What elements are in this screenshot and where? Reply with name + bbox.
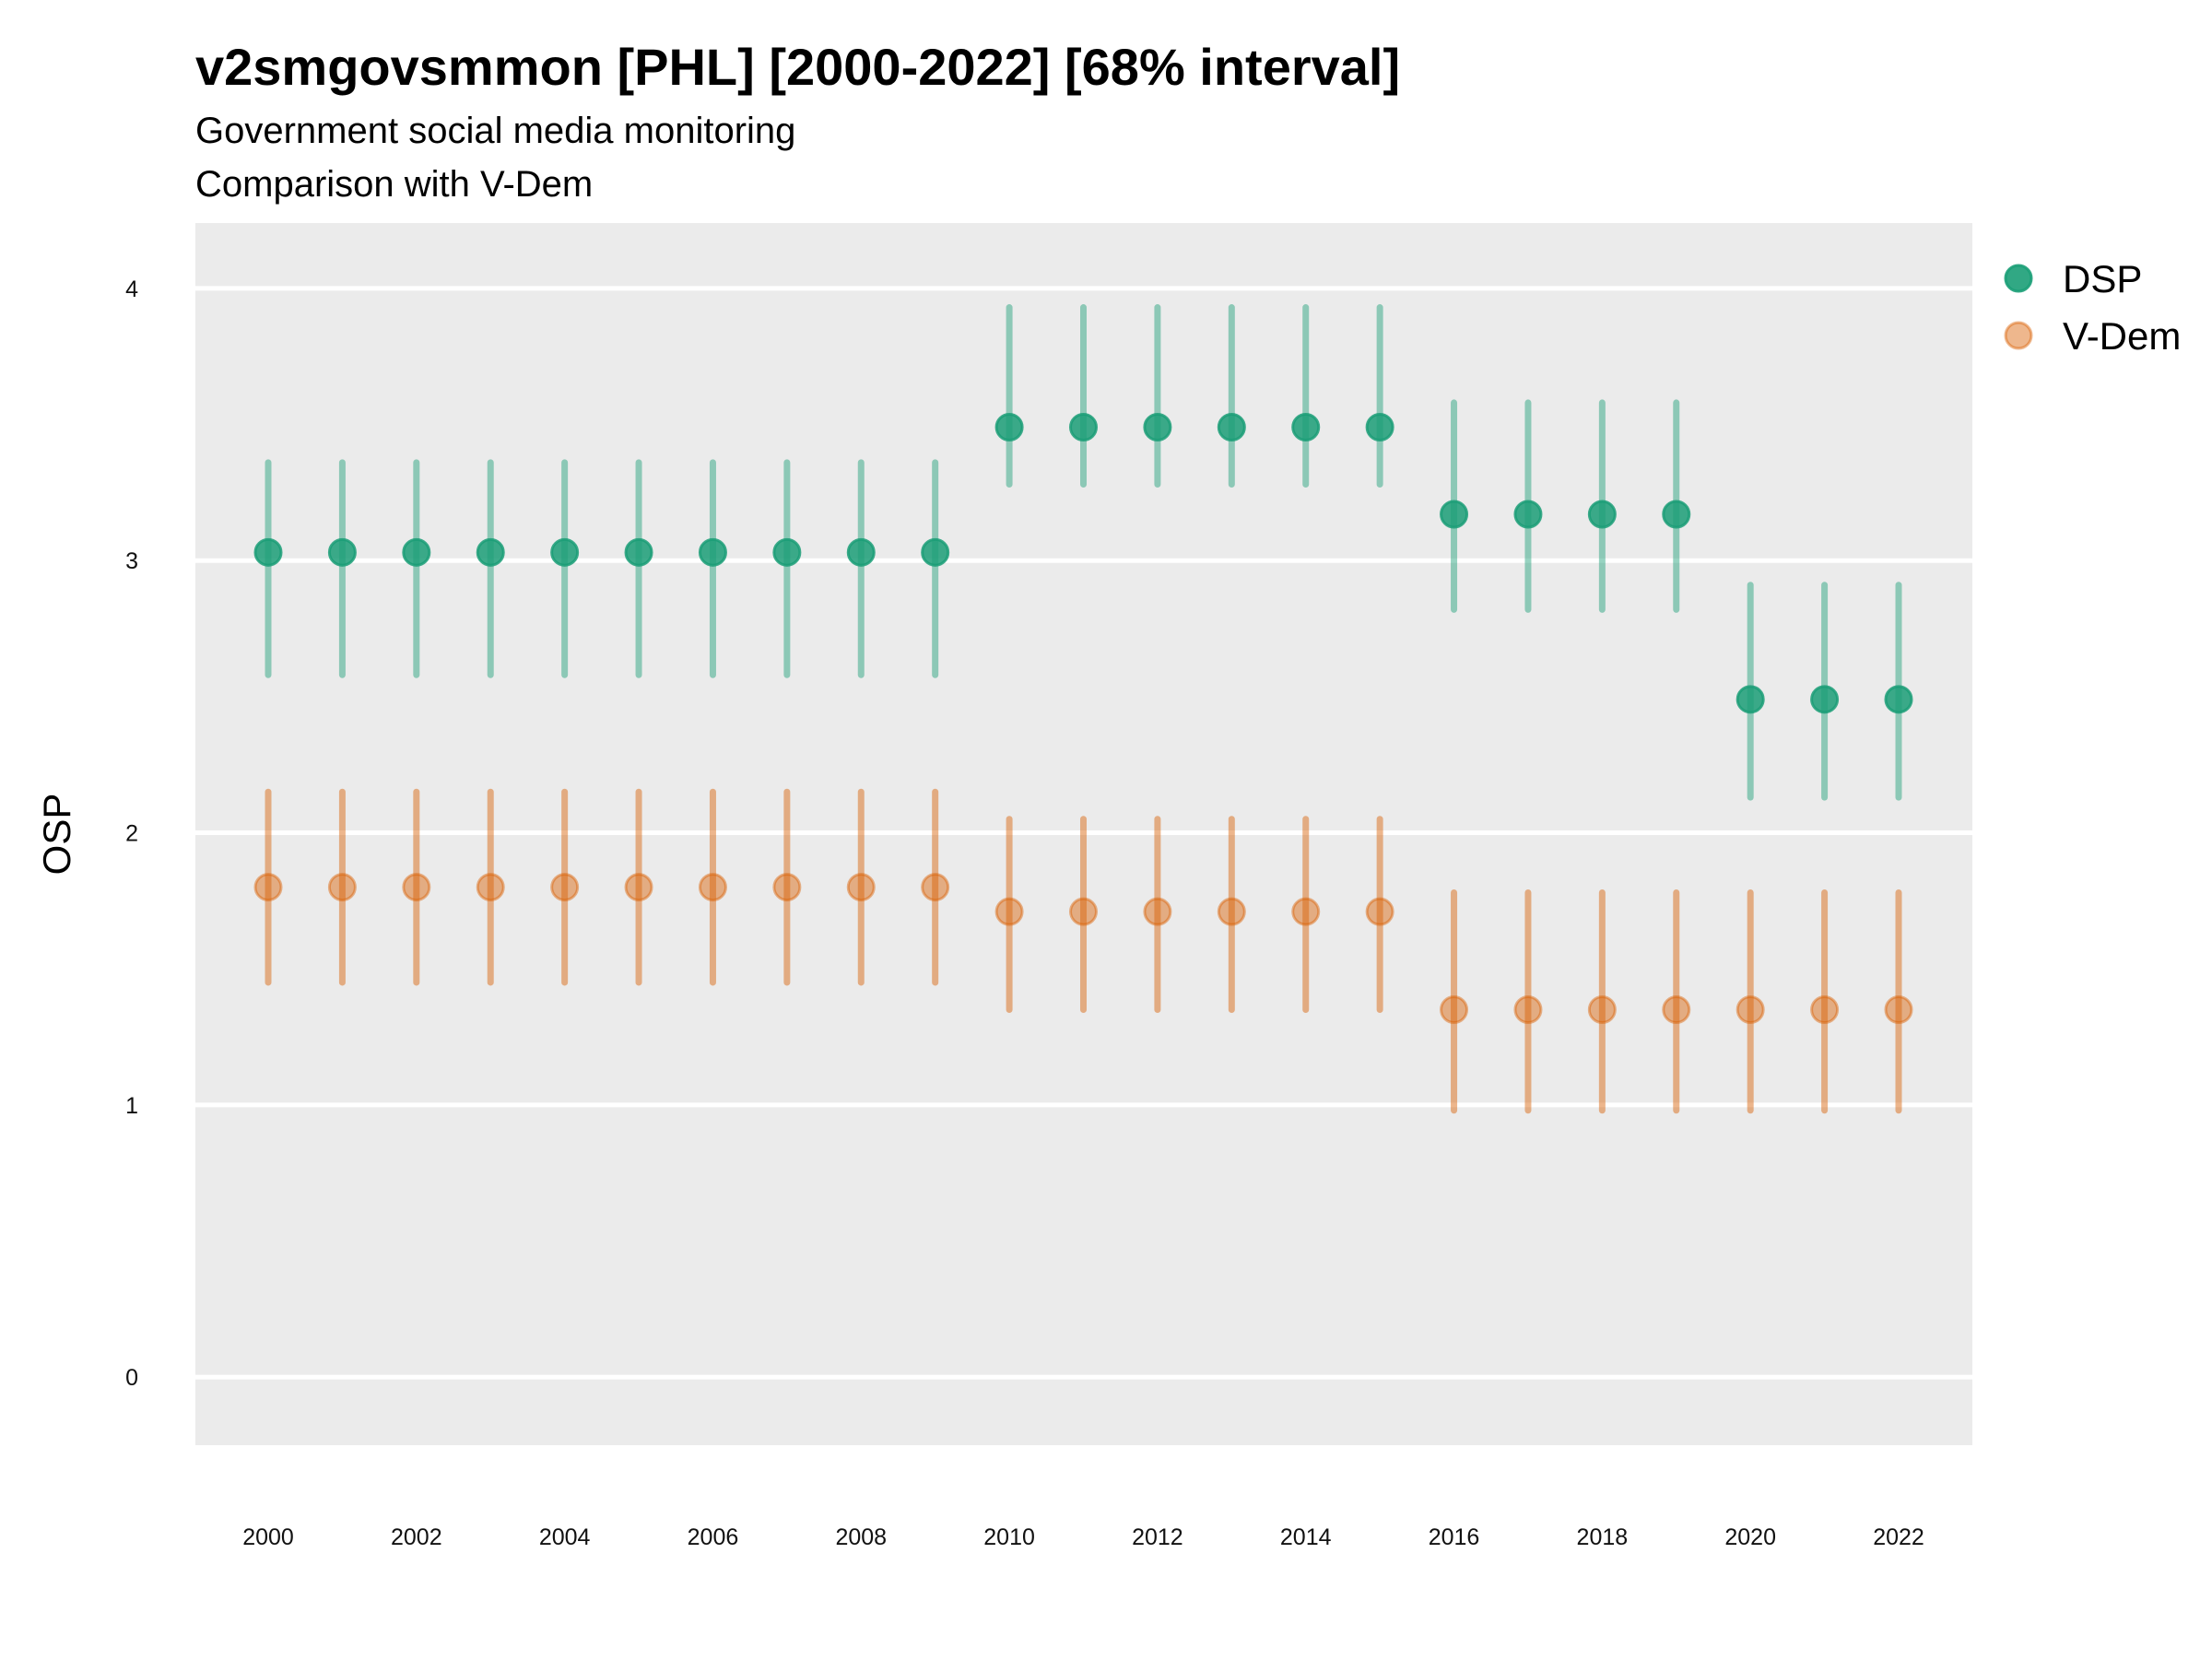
y-tick-label: 2 [125, 821, 138, 847]
y-tick-label: 1 [125, 1093, 138, 1119]
data-point-v-dem [846, 873, 876, 902]
data-point-v-dem [1662, 994, 1691, 1024]
data-point-dsp [1217, 412, 1246, 441]
data-point-v-dem [1440, 994, 1469, 1024]
data-point-dsp [846, 537, 876, 567]
x-tick-label: 2018 [1577, 1524, 1629, 1550]
data-point-v-dem [1513, 994, 1543, 1024]
data-point-v-dem [921, 873, 950, 902]
legend-key-v-dem [2004, 321, 2033, 350]
x-tick-label: 2016 [1429, 1524, 1480, 1550]
data-point-dsp [402, 537, 431, 567]
data-point-v-dem [253, 873, 283, 902]
chart-title: v2smgovsmmon [PHL] [2000-2022] [68% inte… [195, 38, 1400, 96]
data-point-dsp [1513, 500, 1543, 529]
data-point-v-dem [1587, 994, 1617, 1024]
data-point-v-dem [1735, 994, 1765, 1024]
data-point-dsp [1884, 685, 1913, 714]
x-tick-label: 2004 [539, 1524, 591, 1550]
legend-label-dsp: DSP [2063, 257, 2142, 300]
data-point-v-dem [624, 873, 653, 902]
x-tick-label: 2006 [688, 1524, 739, 1550]
x-tick-label: 2020 [1724, 1524, 1776, 1550]
data-point-v-dem [1365, 897, 1394, 926]
data-point-dsp [1587, 500, 1617, 529]
data-point-v-dem [772, 873, 802, 902]
data-point-dsp [698, 537, 727, 567]
data-point-dsp [1069, 412, 1098, 441]
data-point-dsp [550, 537, 580, 567]
legend-label-v-dem: V-Dem [2063, 314, 2181, 358]
data-point-v-dem [1143, 897, 1172, 926]
data-point-v-dem [698, 873, 727, 902]
x-tick-label: 2014 [1280, 1524, 1332, 1550]
x-tick-label: 2002 [391, 1524, 442, 1550]
chart-subtitle: Government social media monitoring [195, 111, 795, 151]
y-tick-label: 3 [125, 548, 138, 574]
data-point-dsp [1735, 685, 1765, 714]
y-tick-label: 0 [125, 1365, 138, 1391]
x-tick-label: 2010 [983, 1524, 1035, 1550]
data-point-v-dem [476, 873, 505, 902]
data-point-v-dem [550, 873, 580, 902]
data-point-dsp [624, 537, 653, 567]
y-axis-label: OSP [35, 794, 78, 876]
data-point-dsp [1662, 500, 1691, 529]
data-point-v-dem [1291, 897, 1321, 926]
data-point-v-dem [1884, 994, 1913, 1024]
data-point-dsp [253, 537, 283, 567]
data-point-v-dem [327, 873, 357, 902]
data-point-dsp [1143, 412, 1172, 441]
data-point-v-dem [1217, 897, 1246, 926]
data-point-v-dem [402, 873, 431, 902]
x-tick-label: 2022 [1873, 1524, 1924, 1550]
data-point-v-dem [1069, 897, 1098, 926]
legend: DSP V-Dem [2004, 257, 2181, 358]
data-point-dsp [327, 537, 357, 567]
data-point-dsp [1440, 500, 1469, 529]
x-tick-label: 2000 [242, 1524, 294, 1550]
legend-key-dsp [2004, 264, 2033, 293]
y-tick-label: 4 [125, 276, 138, 302]
data-point-v-dem [994, 897, 1024, 926]
data-point-v-dem [1810, 994, 1840, 1024]
data-point-dsp [1365, 412, 1394, 441]
data-point-dsp [1291, 412, 1321, 441]
data-point-dsp [994, 412, 1024, 441]
x-tick-label: 2008 [835, 1524, 887, 1550]
x-tick-label: 2012 [1132, 1524, 1183, 1550]
data-point-dsp [1810, 685, 1840, 714]
data-point-dsp [476, 537, 505, 567]
chart-caption: Comparison with V-Dem [195, 164, 593, 205]
data-point-dsp [772, 537, 802, 567]
data-point-dsp [921, 537, 950, 567]
